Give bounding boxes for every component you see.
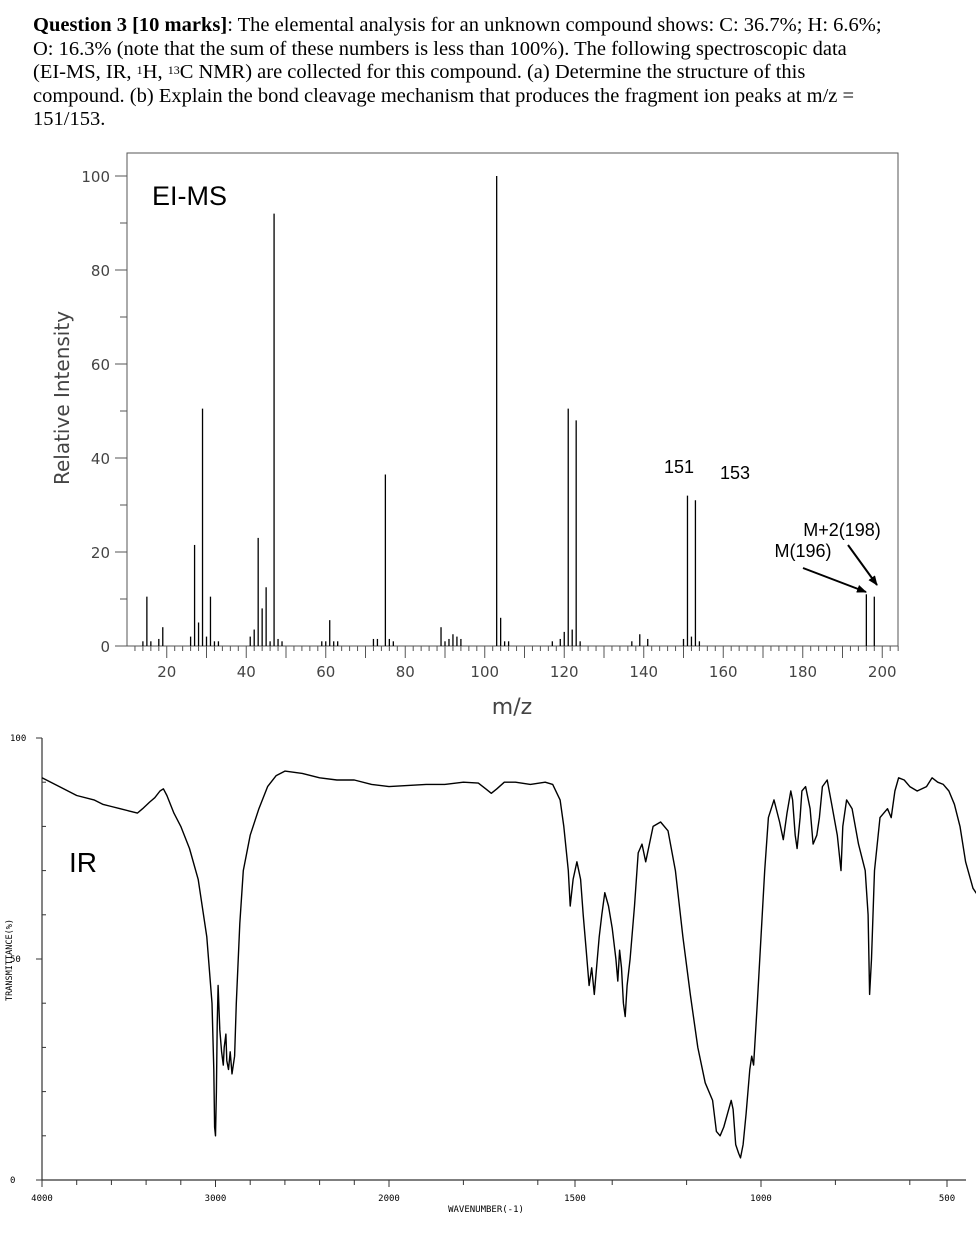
question-line-5: 151/153. xyxy=(33,108,106,130)
ir-x-axis-label: WAVENUMBER(-1) xyxy=(448,1205,524,1215)
ms-y-tick-label: 80 xyxy=(91,262,110,280)
question-line-2: O: 16.3% (note that the sum of these num… xyxy=(33,37,847,60)
ms-x-tick-label: 80 xyxy=(396,663,415,681)
ei-ms-chart: 0 20 40 60 80 100 20 40 60 80 100 120 140 160 180 200 Re… xyxy=(50,152,899,720)
ms-x-axis-label: m/z xyxy=(492,695,532,720)
question-line-4: compound. (b) Explain the bond cleavage … xyxy=(33,84,855,107)
ms-chart-title: EI-MS xyxy=(152,181,227,211)
ir-y-tick-label: 0 xyxy=(10,1176,15,1186)
ir-x-tick-label: 500 xyxy=(939,1194,955,1204)
ms-x-tick-label: 40 xyxy=(237,663,256,681)
ms-x-tick-label: 180 xyxy=(788,663,817,681)
ir-x-tick-label: 4000 xyxy=(31,1194,53,1204)
ms-y-tick-label: 100 xyxy=(81,168,110,186)
ms-y-tick-label: 60 xyxy=(91,356,110,374)
ms-y-tick-label: 20 xyxy=(91,544,110,562)
question-line-1: Question 3 [10 marks]: The elemental ana… xyxy=(33,14,882,36)
ir-spectrum-line xyxy=(41,770,976,1159)
ir-y-tick-label: 50 xyxy=(10,955,21,965)
ms-x-tick-label: 60 xyxy=(316,663,335,681)
ms-label-molecular-ion: M(196) xyxy=(774,541,831,561)
ms-x-tick-label: 140 xyxy=(629,663,658,681)
question-line-3: (EI-MS, IR, 1H, 13C NMR) are collected f… xyxy=(33,61,806,83)
ms-label-m-plus-2: M+2(198) xyxy=(803,520,881,540)
ms-arrow-molecular-ion xyxy=(802,567,867,593)
ms-x-tick-label: 120 xyxy=(550,663,579,681)
ms-x-tick-label: 200 xyxy=(868,663,897,681)
ms-x-tick-label: 20 xyxy=(157,663,176,681)
ms-y-axis-label: Relative Intensity xyxy=(50,311,74,485)
ir-y-axis-label: TRANSMITTANCE(%) xyxy=(5,919,15,1001)
ms-arrow-m-plus-2 xyxy=(847,544,878,586)
ms-x-tick-label: 100 xyxy=(470,663,499,681)
ms-x-tick-label: 160 xyxy=(709,663,738,681)
ms-y-tick-label: 40 xyxy=(91,450,110,468)
ir-x-tick-label: 1500 xyxy=(564,1194,586,1204)
question-title: Question 3 [10 marks] xyxy=(33,14,228,36)
ms-plot-frame xyxy=(126,152,899,647)
ms-y-tick-label: 0 xyxy=(100,638,110,656)
ir-chart-title: IR xyxy=(69,847,97,878)
ms-peak-label-153: 153 xyxy=(720,463,750,483)
question-text: Question 3 [10 marks]: The elemental ana… xyxy=(33,14,963,132)
ir-y-tick-label: 100 xyxy=(10,734,26,744)
ir-chart: 0 50 100 4000 3000 2000 1500 1000 500 WAVENUMBER(… xyxy=(5,734,976,1215)
ir-x-tick-label: 1000 xyxy=(750,1194,772,1204)
ir-x-tick-label: 3000 xyxy=(205,1194,227,1204)
ir-x-tick-label: 2000 xyxy=(378,1194,400,1204)
ms-peak-label-151: 151 xyxy=(664,457,694,477)
